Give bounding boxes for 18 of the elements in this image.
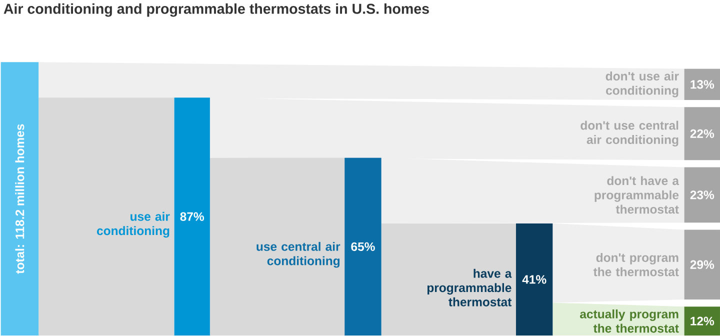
category-label: don't use air conditioning xyxy=(606,72,679,98)
category-label: actually program the thermostat xyxy=(580,310,679,333)
category-label: don't program the thermostat xyxy=(593,253,679,276)
text: total: 118.2 million homes xyxy=(15,124,24,274)
category-label: use air conditioning xyxy=(97,212,170,238)
data-label: 23% xyxy=(690,190,714,200)
data-label: 12% xyxy=(690,317,714,326)
data-label: 22% xyxy=(690,130,714,138)
data-label: 13% xyxy=(690,80,714,89)
data-label: 87% xyxy=(180,212,204,222)
data-label: 65% xyxy=(351,242,375,252)
data-label: 41% xyxy=(522,275,546,284)
category-label: use central air conditioning xyxy=(256,242,340,268)
text: Air conditioning and programmable thermostats in U.S. homes xyxy=(4,4,429,18)
category-label: don't use central air conditioning xyxy=(580,121,678,147)
data-label: 29% xyxy=(690,260,714,270)
category-label: don't have a programmable thermostat xyxy=(594,176,680,214)
category-label: have a programmable thermostat xyxy=(427,269,512,307)
